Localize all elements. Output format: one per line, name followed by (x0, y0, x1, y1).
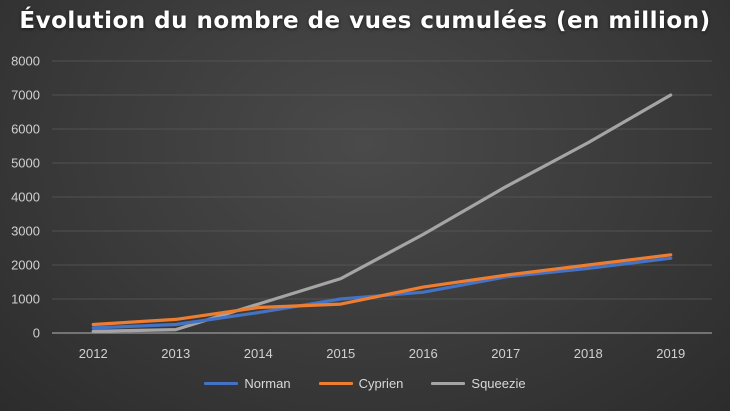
x-tick-label: 2017 (491, 346, 520, 361)
x-tick-label: 2015 (326, 346, 355, 361)
y-tick-label: 7000 (11, 88, 40, 103)
legend-swatch (431, 382, 466, 385)
legend-swatch (204, 382, 239, 385)
legend-item-norman: Norman (204, 376, 291, 391)
x-tick-label: 2018 (574, 346, 603, 361)
x-tick-label: 2014 (244, 346, 273, 361)
legend-label: Cyprien (358, 376, 404, 391)
chart-title: Évolution du nombre de vues cumulées (en… (19, 8, 711, 34)
y-tick-label: 1000 (11, 292, 40, 307)
legend-label: Squeezie (471, 376, 526, 391)
y-tick-label: 8000 (11, 54, 40, 69)
legend-swatch (318, 382, 353, 385)
x-tick-label: 2012 (79, 346, 108, 361)
legend-item-cyprien: Cyprien (318, 376, 404, 391)
x-tick-label: 2019 (656, 346, 685, 361)
x-tick-label: 2013 (161, 346, 190, 361)
y-tick-label: 6000 (11, 122, 40, 137)
legend: Norman Cyprien Squeezie (0, 376, 730, 391)
y-tick-label: 5000 (11, 156, 40, 171)
gridlines (52, 60, 712, 334)
x-tick-label: 2016 (409, 346, 438, 361)
y-tick-label: 4000 (11, 190, 40, 205)
y-tick-label: 0 (33, 326, 40, 341)
series-line-squeezie (91, 93, 673, 333)
legend-item-squeezie: Squeezie (431, 376, 526, 391)
series-lines (91, 93, 673, 333)
series-line-cyprien (91, 253, 673, 327)
x-axis-ticks: 2012 2013 2014 2015 2016 2017 2018 2019 (79, 346, 685, 361)
y-tick-label: 2000 (11, 258, 40, 273)
y-axis-ticks: 0 1000 2000 3000 4000 5000 6000 7000 8000 (11, 54, 40, 341)
legend-label: Norman (244, 376, 291, 391)
y-tick-label: 3000 (11, 224, 40, 239)
